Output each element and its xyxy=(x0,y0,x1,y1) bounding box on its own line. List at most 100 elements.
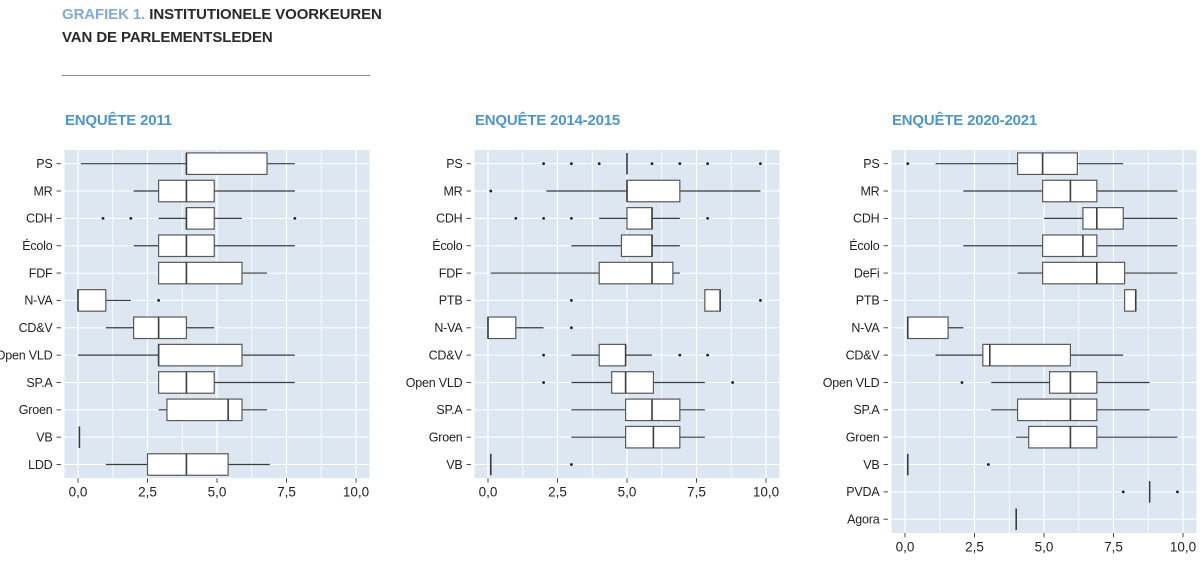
box-row-N-VA: N-VA xyxy=(851,316,964,340)
box-row-SP.A: SP.A xyxy=(436,398,705,422)
box-row-Open VLD: Open VLD xyxy=(0,343,295,367)
subtitle-enquete-2014-2015: ENQUÊTE 2014-2015 xyxy=(475,112,621,129)
x-axis: 0,0 2,5 5,0 7,5 10,0 xyxy=(896,532,1196,554)
y-axis-label: CD&V xyxy=(19,321,54,335)
iqr-box xyxy=(185,207,215,230)
y-axis-label: Agora xyxy=(847,513,880,527)
subtitle-enquete-2020-2021: ENQUÊTE 2020-2021 xyxy=(892,112,1038,129)
box-row-Groen: Groen xyxy=(19,398,268,422)
box-row-SP.A: SP.A xyxy=(853,398,1150,422)
box-row-Groen: Groen xyxy=(846,425,1178,449)
y-axis-label: MR xyxy=(443,184,462,198)
x-axis-label: 2,5 xyxy=(548,485,567,500)
x-axis-label: 10,0 xyxy=(343,485,369,500)
y-axis-label: CDH xyxy=(436,212,463,226)
x-axis-label: 5,0 xyxy=(1035,539,1054,554)
y-axis-label: MR xyxy=(33,184,52,198)
y-axis-label: MR xyxy=(860,184,879,198)
iqr-box xyxy=(598,261,674,285)
y-axis-label: FDF xyxy=(29,266,53,280)
box-row-PS: PS xyxy=(446,152,762,175)
x-axis-label: 7,5 xyxy=(277,485,296,500)
box-row-Open VLD: Open VLD xyxy=(823,371,1150,394)
y-axis-label: FDF xyxy=(439,266,463,280)
outlier-dot xyxy=(1176,490,1179,494)
y-axis-label: Groen xyxy=(429,430,463,444)
figure-title-line1: GRAFIEK 1. INSTITUTIONELE VOORKEUREN xyxy=(62,6,382,23)
outlier-dot xyxy=(542,216,545,220)
box-row-DeFi: DeFi xyxy=(854,261,1178,285)
iqr-box xyxy=(1016,398,1098,422)
outlier-dot xyxy=(570,162,573,166)
box-row-Agora: Agora xyxy=(847,508,1018,530)
x-axis-label: 5,0 xyxy=(618,485,637,500)
y-axis-label: LDD xyxy=(28,458,53,472)
x-axis: 0,0 2,5 5,0 7,5 10,0 xyxy=(479,478,779,500)
box-row-Écolo: Écolo xyxy=(849,234,1178,258)
y-axis-label: Open VLD xyxy=(823,376,880,390)
y-axis-label: Open VLD xyxy=(406,376,463,390)
y-axis-label: PS xyxy=(446,157,462,171)
x-axis-label: 0,0 xyxy=(896,539,915,554)
outlier-dot xyxy=(731,381,735,384)
y-axis-label: Groen xyxy=(846,430,880,444)
iqr-box xyxy=(1042,261,1126,285)
outlier-dot xyxy=(542,162,545,166)
iqr-box xyxy=(626,207,653,230)
y-axis-label: SP.A xyxy=(26,376,53,390)
y-axis-label: SP.A xyxy=(853,403,880,417)
y-axis-label: PTB xyxy=(856,294,880,308)
iqr-box xyxy=(1016,152,1078,176)
y-axis-label: PTB xyxy=(439,294,463,308)
iqr-box xyxy=(166,398,243,422)
iqr-box xyxy=(982,343,1072,367)
y-axis-label: VB xyxy=(446,458,462,472)
box-row-PS: PS xyxy=(863,152,1124,176)
outlier-dot xyxy=(570,299,573,302)
outlier-dot xyxy=(489,189,493,193)
outlier-dot xyxy=(759,162,762,166)
iqr-box xyxy=(598,343,627,367)
iqr-box xyxy=(1082,207,1124,230)
y-axis-label: VB xyxy=(863,458,879,472)
iqr-box xyxy=(158,343,243,367)
box-row-Open VLD: Open VLD xyxy=(406,371,735,394)
outlier-dot xyxy=(597,162,601,166)
y-axis-label: Écolo xyxy=(22,238,53,253)
outlier-dot xyxy=(542,381,545,384)
panel-ENQUÊTE 2011: PS MR CDH Écolo FDF N-VA CD&V Open VLD SP.A Groen… xyxy=(0,150,370,500)
outlier-dot xyxy=(906,162,910,166)
box-row-MR: MR xyxy=(33,179,295,203)
outlier-dot xyxy=(542,353,545,357)
outlier-dot xyxy=(157,299,161,302)
outlier-dot xyxy=(1121,490,1125,494)
outlier-dot xyxy=(706,353,710,357)
x-axis-label: 10,0 xyxy=(1170,539,1196,554)
outlier-dot xyxy=(706,162,710,166)
box-row-VB: VB xyxy=(446,453,573,476)
box-row-MR: MR xyxy=(443,179,761,203)
x-axis-label: 7,5 xyxy=(687,485,706,500)
outlier-dot xyxy=(960,381,964,384)
box-row-Écolo: Écolo xyxy=(22,234,295,258)
outlier-dot xyxy=(759,299,762,302)
panel-ENQUÊTE 2014-2015: PS MR CDH Écolo FDF PTB N-VA CD&V Open VLD SP.A Gr… xyxy=(406,150,780,500)
iqr-box xyxy=(1048,371,1098,394)
y-axis-label: VB xyxy=(36,430,52,444)
box-row-CDH: CDH xyxy=(436,207,710,230)
subtitle-enquete-2011: ENQUÊTE 2011 xyxy=(65,112,172,129)
box-row-Groen: Groen xyxy=(429,425,705,449)
y-axis-label: N-VA xyxy=(434,321,463,335)
y-axis-label: PS xyxy=(36,157,52,171)
y-axis-label: DeFi xyxy=(854,266,880,280)
box-row-PTB: PTB xyxy=(439,289,762,312)
box-row-FDF: FDF xyxy=(439,261,680,285)
x-axis-label: 2,5 xyxy=(138,485,157,500)
outlier-dot xyxy=(678,162,682,166)
iqr-box xyxy=(626,179,681,203)
y-axis-label: CD&V xyxy=(846,348,881,362)
iqr-box xyxy=(620,234,653,258)
outlier-dot xyxy=(293,216,297,220)
